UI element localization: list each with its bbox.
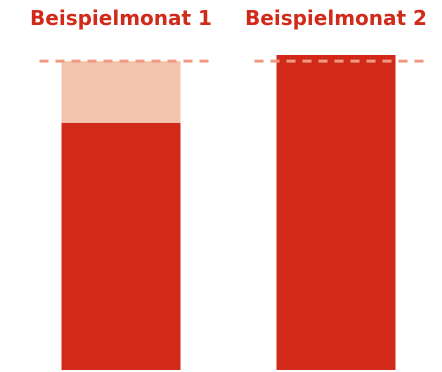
bar-value-2 <box>276 55 396 370</box>
bars <box>61 55 396 370</box>
category-label-1: Beispielmonat 1 <box>30 6 212 30</box>
bar-value-1 <box>61 122 181 370</box>
bar-target-1 <box>61 61 181 123</box>
category-label-2: Beispielmonat 2 <box>245 6 427 30</box>
category-labels: Beispielmonat 1 Beispielmonat 2 <box>30 6 427 30</box>
